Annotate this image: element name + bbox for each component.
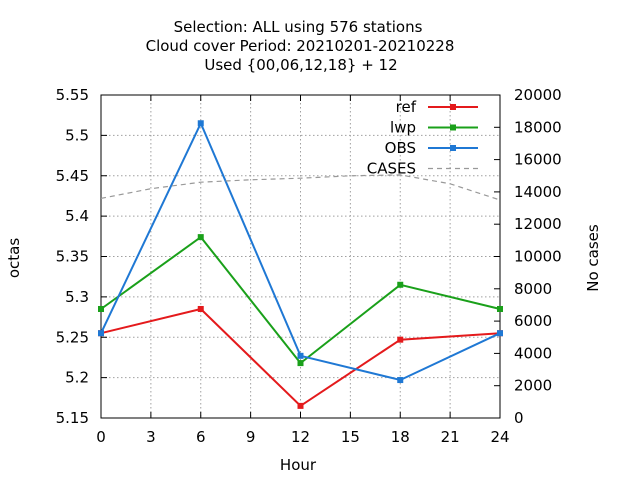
y-tick-label: 5.55 <box>56 86 89 104</box>
y-tick-label: 5.4 <box>65 207 89 225</box>
y2-tick-label: 12000 <box>514 215 562 233</box>
legend-label-obs: OBS <box>385 139 416 157</box>
x-tick-label: 18 <box>391 428 410 446</box>
data-point-lwp <box>197 234 204 241</box>
data-point-ref <box>397 336 404 343</box>
data-point-lwp <box>98 305 104 312</box>
data-point-obs <box>98 330 104 337</box>
data-point-lwp <box>297 360 304 367</box>
series-layer <box>98 120 503 409</box>
y2-axis-label: No cases <box>584 224 602 292</box>
data-point-ref <box>197 305 204 312</box>
x-tick-label: 12 <box>291 428 310 446</box>
y2-tick-label: 2000 <box>514 377 552 395</box>
y2-tick-label: 14000 <box>514 183 562 201</box>
y-axis-label: octas <box>5 238 23 278</box>
axes: 0 3 6 9 12 15 18 21 24 5.15 5.2 5.25 5.3 5.35 5.4 5.45 5… <box>56 86 562 446</box>
x-axis-label: Hour <box>280 456 317 474</box>
grid <box>101 95 500 418</box>
y2-tick-label: 10000 <box>514 248 562 266</box>
y2-tick-label: 20000 <box>514 86 562 104</box>
data-point-ref <box>297 402 304 409</box>
x-tick-label: 24 <box>490 428 509 446</box>
legend-marker-obs <box>450 145 456 151</box>
data-point-obs <box>397 377 404 384</box>
data-point-lwp <box>497 305 503 312</box>
x-tick-label: 21 <box>441 428 460 446</box>
legend-marker-lwp <box>450 124 456 131</box>
chart-title-line-1: Selection: ALL using 576 stations <box>174 18 423 36</box>
y-tick-label: 5.35 <box>56 248 89 266</box>
legend: ref lwp OBS CASES <box>367 98 478 178</box>
x-tick-label: 0 <box>96 428 106 446</box>
data-point-obs <box>497 330 503 337</box>
y2-tick-label: 16000 <box>514 151 562 169</box>
x-tick-label: 6 <box>196 428 206 446</box>
y-tick-label: 5.5 <box>65 126 89 144</box>
chart-title-line-3: Used {00,06,12,18} + 12 <box>204 56 397 74</box>
x-tick-label: 15 <box>341 428 360 446</box>
y2-tick-label: 18000 <box>514 118 562 136</box>
y-tick-label: 5.25 <box>56 328 89 346</box>
y-tick-label: 5.2 <box>65 369 89 387</box>
data-point-obs <box>197 120 204 127</box>
chart-title-line-2: Cloud cover Period: 20210201-20210228 <box>146 37 455 55</box>
y2-tick-label: 8000 <box>514 280 552 298</box>
y-tick-label: 5.3 <box>65 288 89 306</box>
data-point-lwp <box>397 281 404 288</box>
legend-label-cases: CASES <box>367 160 416 178</box>
y2-tick-label: 0 <box>514 409 524 427</box>
series-line-cases <box>100 174 501 201</box>
x-tick-label: 9 <box>246 428 256 446</box>
legend-label-lwp: lwp <box>390 119 416 137</box>
data-point-obs <box>297 352 304 359</box>
y-tick-label: 5.45 <box>56 167 89 185</box>
y2-tick-label: 4000 <box>514 344 552 362</box>
legend-label-ref: ref <box>396 98 417 116</box>
x-tick-label: 3 <box>146 428 156 446</box>
y-tick-label: 5.15 <box>56 409 89 427</box>
y2-tick-label: 6000 <box>514 312 552 330</box>
legend-marker-ref <box>450 104 456 110</box>
